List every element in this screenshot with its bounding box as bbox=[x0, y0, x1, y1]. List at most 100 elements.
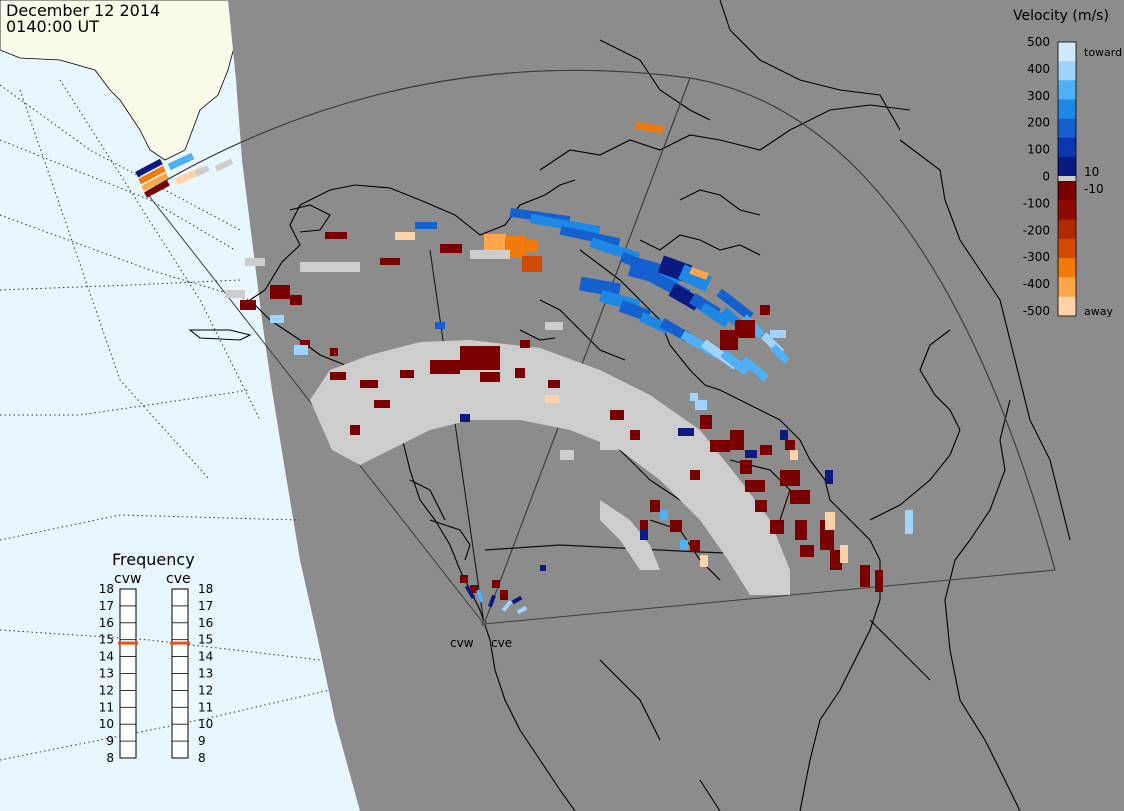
backscatter-cell bbox=[680, 540, 688, 550]
backscatter-cell bbox=[720, 330, 738, 350]
frequency-level-label: 18 bbox=[99, 582, 114, 596]
frequency-level-label: 13 bbox=[198, 667, 213, 681]
cve-frequency-marker bbox=[170, 641, 190, 645]
backscatter-cell bbox=[330, 395, 350, 405]
backscatter-cell bbox=[460, 575, 468, 583]
backscatter-cell bbox=[515, 410, 533, 420]
cve-frequency-label: cve bbox=[166, 571, 191, 587]
backscatter-cell bbox=[520, 340, 530, 348]
colorbar-tick-label: 300 bbox=[1027, 89, 1050, 103]
backscatter-cell bbox=[755, 500, 767, 512]
backscatter-cell bbox=[700, 555, 708, 567]
backscatter-cell bbox=[435, 322, 445, 329]
backscatter-cell bbox=[350, 425, 360, 435]
backscatter-cell bbox=[522, 256, 542, 272]
colorbar-tick-label: 500 bbox=[1027, 35, 1050, 49]
frequency-level-label: 9 bbox=[106, 734, 114, 748]
backscatter-cell bbox=[640, 530, 648, 540]
backscatter-cell bbox=[300, 262, 360, 272]
backscatter-cell bbox=[141, 172, 169, 192]
frequency-level-label: 15 bbox=[99, 633, 114, 647]
colorbar-swatch bbox=[1058, 258, 1076, 278]
colorbar-swatch bbox=[1058, 61, 1076, 81]
frequency-level-label: 18 bbox=[198, 582, 213, 596]
backscatter-cell bbox=[730, 430, 744, 450]
colorbar-swatch bbox=[1058, 238, 1076, 259]
colorbar-swatch bbox=[1058, 296, 1076, 317]
backscatter-cell bbox=[840, 545, 848, 563]
backscatter-cell bbox=[579, 276, 621, 298]
backscatter-cell bbox=[710, 440, 730, 452]
lat-lon-grid bbox=[0, 79, 331, 761]
backscatter-cell bbox=[492, 580, 500, 588]
backscatter-cell bbox=[678, 264, 712, 292]
backscatter-cell bbox=[480, 372, 500, 382]
backscatter-cell bbox=[395, 232, 415, 240]
backscatter-cell bbox=[790, 490, 810, 504]
colorbar-swatch bbox=[1058, 277, 1076, 298]
backscatter-cell bbox=[470, 585, 478, 593]
night-side bbox=[228, 0, 1124, 811]
backscatter-cell bbox=[470, 250, 510, 259]
backscatter-cell bbox=[500, 590, 508, 600]
colorbar-swatch bbox=[1058, 200, 1076, 220]
colorbar-tick-label: 100 bbox=[1027, 143, 1050, 157]
backscatter-cell bbox=[270, 285, 290, 299]
backscatter-cell bbox=[670, 520, 682, 532]
frequency-level-label: 10 bbox=[198, 717, 213, 731]
backscatter-cell bbox=[440, 244, 462, 253]
backscatter-cell bbox=[630, 430, 640, 440]
frequency-level-label: 9 bbox=[198, 734, 206, 748]
frequency-level-label: 12 bbox=[99, 683, 114, 697]
frequency-gauges: 18 17 16 15 14 13 12 11 10 9 8 18 17 16 15 14 13 12 11 10 9 8 bbox=[99, 582, 214, 765]
backscatter-cell bbox=[214, 158, 234, 172]
backscatter-cell bbox=[488, 594, 496, 608]
frequency-level-label: 17 bbox=[99, 599, 114, 613]
backscatter-cell bbox=[800, 545, 814, 557]
backscatter-cell bbox=[540, 565, 546, 571]
backscatter-cell bbox=[464, 584, 476, 600]
backscatter-cell bbox=[290, 295, 302, 305]
backscatter-cell bbox=[740, 460, 752, 474]
backscatter-cell bbox=[270, 315, 284, 323]
backscatter-cell bbox=[699, 302, 731, 328]
backscatter-cell bbox=[430, 360, 460, 374]
backscatter-cell bbox=[300, 340, 310, 348]
backscatter-cell bbox=[720, 349, 750, 376]
backscatter-cell bbox=[330, 372, 346, 380]
day-side-land bbox=[0, 0, 237, 161]
backscatter-cell bbox=[350, 405, 370, 413]
backscatter-cell bbox=[476, 589, 484, 603]
backscatter-cell bbox=[570, 385, 590, 395]
frequency-level-label: 13 bbox=[99, 667, 114, 681]
backscatter-cell bbox=[374, 400, 390, 408]
colorbar-tick-label: -400 bbox=[1023, 277, 1050, 291]
backscatter-cell bbox=[678, 428, 694, 436]
backscatter-cell bbox=[716, 288, 754, 321]
colorbar-tick-label: -300 bbox=[1023, 250, 1050, 264]
backscatter-cell bbox=[325, 232, 347, 239]
backscatter-cell bbox=[695, 400, 707, 410]
backscatter-cell bbox=[735, 320, 755, 338]
backscatter-cell bbox=[400, 370, 414, 378]
backscatter-cell bbox=[830, 550, 842, 570]
colorbar-swatch bbox=[1058, 219, 1076, 240]
backscatter-cell bbox=[240, 300, 256, 310]
backscatter-cell bbox=[795, 520, 807, 540]
backscatter-cell bbox=[905, 510, 913, 534]
colorbar-swatch bbox=[1058, 181, 1076, 201]
backscatter-cell bbox=[501, 600, 513, 612]
backscatter-cell bbox=[627, 256, 663, 284]
colorbar-swatch bbox=[1058, 80, 1076, 100]
velocity-scale-title: Velocity (m/s) bbox=[1013, 8, 1109, 24]
backscatter-cell bbox=[640, 520, 648, 530]
colorbar-tick-label: -500 bbox=[1023, 304, 1050, 318]
backscatter-cell bbox=[144, 180, 170, 198]
backscatter-cell bbox=[194, 165, 210, 177]
date-label: December 12 2014 bbox=[6, 1, 161, 20]
backscatter-cell bbox=[610, 410, 624, 420]
colorbar-tick-label: -200 bbox=[1023, 223, 1050, 237]
cvw-frequency-label: cvw bbox=[114, 571, 141, 587]
